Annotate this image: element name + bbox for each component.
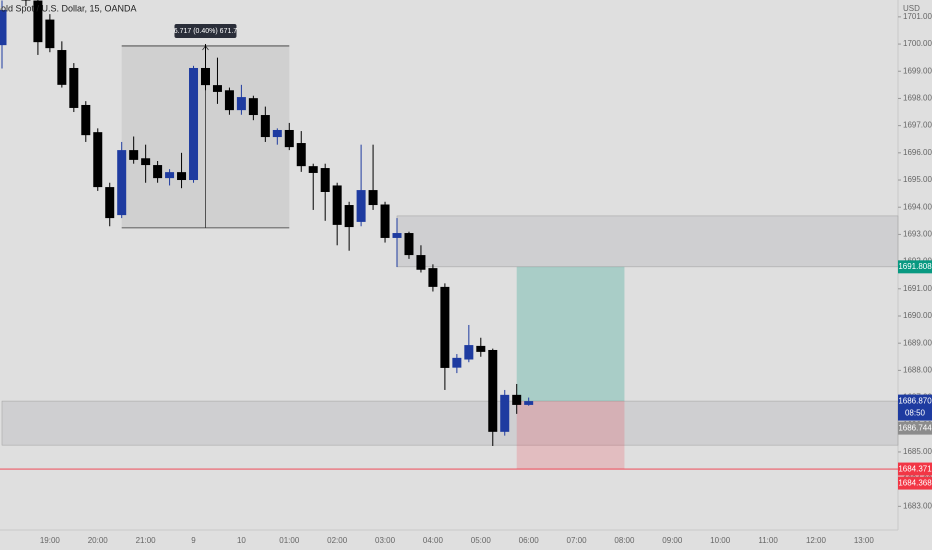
candle-body — [524, 401, 534, 405]
x-tick-label: 08:00 — [614, 536, 635, 545]
candle-body — [200, 67, 210, 86]
candle-body — [0, 10, 7, 46]
x-tick-label: 10 — [237, 536, 246, 545]
y-tick-label: 1691.000 — [903, 284, 932, 293]
x-tick-label: 05:00 — [471, 536, 492, 545]
candle-body — [260, 115, 270, 138]
y-tick-label: 1688.000 — [903, 365, 932, 374]
y-tick-label: 1700.000 — [903, 39, 932, 48]
candle-body — [81, 104, 91, 136]
candle-body — [69, 67, 79, 108]
y-tick-label: 1683.000 — [903, 501, 932, 510]
price-tag-label: 1686.744 — [898, 424, 932, 433]
x-tick-label: 21:00 — [136, 536, 157, 545]
y-tick-label: 1696.000 — [903, 148, 932, 157]
candle-body — [236, 97, 246, 111]
y-tick-label: 1685.000 — [903, 447, 932, 456]
candle-body — [356, 190, 366, 222]
price-tag — [898, 462, 932, 476]
x-tick-label: 20:00 — [88, 536, 109, 545]
candle-body — [33, 0, 43, 43]
candle-body — [21, 0, 31, 1]
candle-body — [165, 172, 175, 179]
chart-title: Gold Spot / U.S. Dollar, 15, OANDA — [0, 3, 137, 13]
y-tick-label: 1689.000 — [903, 338, 932, 347]
y-tick-label: 1693.000 — [903, 230, 932, 239]
candle-body — [440, 286, 450, 368]
candle-body — [416, 255, 426, 270]
candle-body — [392, 233, 402, 238]
candle-body — [296, 143, 306, 167]
candle-body — [500, 394, 510, 432]
price-tag-label: 1684.368 — [898, 478, 932, 487]
candle-body — [212, 85, 222, 92]
candle-body — [224, 90, 234, 111]
candle-body — [308, 166, 318, 173]
candle-body — [488, 349, 498, 432]
zone — [396, 215, 899, 268]
x-tick-label: 19:00 — [40, 536, 61, 545]
x-tick-label: 03:00 — [375, 536, 396, 545]
candle-body — [320, 168, 330, 192]
price-tag-countdown: 08:50 — [905, 409, 926, 418]
candle-body — [105, 187, 115, 219]
candle-body — [476, 345, 486, 352]
candle-body — [512, 394, 522, 405]
candle-body — [129, 150, 139, 160]
y-tick-label: 1694.000 — [903, 202, 932, 211]
candle-body — [428, 268, 438, 287]
x-tick-label: 01:00 — [279, 536, 300, 545]
price-tag — [898, 476, 932, 490]
zone — [1, 400, 899, 446]
candle-body — [368, 190, 378, 206]
candle-body — [189, 67, 199, 181]
x-tick-label: 07:00 — [567, 536, 588, 545]
x-tick-label: 9 — [191, 536, 196, 545]
price-tag — [898, 421, 932, 435]
candle-body — [153, 165, 163, 179]
candle-body — [57, 50, 67, 85]
candle-body — [404, 233, 414, 256]
candle-body — [272, 129, 282, 138]
candle-body — [141, 158, 151, 166]
y-tick-label: 1695.000 — [903, 175, 932, 184]
y-tick-label: 1698.000 — [903, 94, 932, 103]
y-tick-label: 1699.000 — [903, 66, 932, 75]
stop-area — [516, 401, 625, 470]
candle-body — [117, 150, 127, 216]
x-tick-label: 12:00 — [806, 536, 827, 545]
candle-body — [45, 19, 55, 49]
candle-body — [380, 204, 390, 238]
target-area — [516, 266, 625, 402]
candle-body — [344, 205, 354, 228]
x-tick-label: 06:00 — [519, 536, 540, 545]
price-tag-label: 1686.870 — [898, 397, 932, 406]
y-tick-label: 1690.000 — [903, 311, 932, 320]
measure-label-bg — [174, 23, 237, 38]
price-tag — [898, 394, 932, 421]
measure-label: 6.717 (0.40%) 671.7 — [174, 28, 238, 35]
candle-body — [284, 129, 294, 148]
x-tick-label: 09:00 — [662, 536, 683, 545]
x-tick-label: 02:00 — [327, 536, 348, 545]
x-tick-label: 10:00 — [710, 536, 731, 545]
candle-body — [452, 357, 462, 368]
currency: USD — [903, 4, 920, 13]
candle-body — [177, 172, 187, 181]
y-tick-label: 1697.000 — [903, 121, 932, 130]
candle-body — [248, 98, 258, 116]
price-tag — [898, 260, 932, 274]
x-tick-label: 04:00 — [423, 536, 444, 545]
candle-body — [332, 185, 342, 225]
x-tick-label: 13:00 — [854, 536, 875, 545]
candle-body — [93, 132, 103, 188]
candle-body — [464, 345, 474, 360]
x-tick-label: 11:00 — [758, 536, 778, 545]
price-tag-label: 1684.371 — [898, 464, 932, 473]
price-tag-label: 1691.808 — [898, 262, 932, 271]
y-tick-label: 1701.000 — [903, 12, 932, 21]
